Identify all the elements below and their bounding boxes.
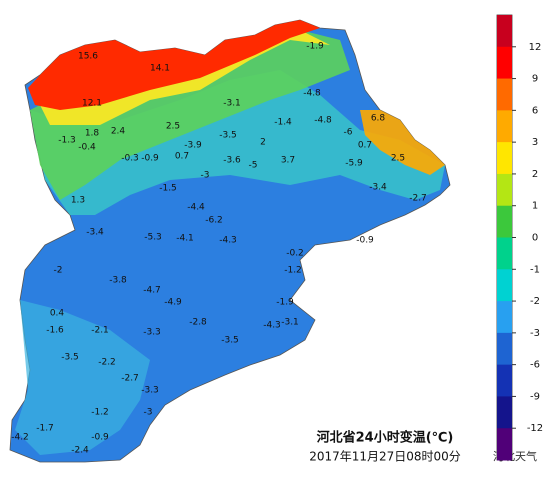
colorbar-label: 1 — [532, 201, 538, 212]
station-value: 2 — [260, 138, 266, 148]
station-value: 2.5 — [391, 154, 405, 164]
station-value: -4.1 — [176, 234, 194, 244]
station-value: -1.2 — [91, 408, 109, 418]
colorbar-band — [497, 15, 512, 48]
station-value: -3.4 — [86, 228, 104, 238]
colorbar-band — [497, 110, 512, 143]
station-value: -4.4 — [187, 203, 205, 213]
station-value: 0.4 — [50, 309, 65, 319]
station-value: 1.3 — [71, 196, 85, 206]
colorbar-band — [497, 301, 512, 334]
station-value: -4.7 — [143, 286, 161, 296]
colorbar-label: -12 — [527, 423, 543, 434]
station-value: 12.1 — [82, 99, 102, 109]
colorbar-band — [497, 269, 512, 302]
station-value: 14.1 — [150, 64, 170, 74]
colorbar-band — [497, 78, 512, 111]
station-value: -4.8 — [303, 89, 321, 99]
colorbar-band — [497, 428, 512, 461]
station-value: -1.6 — [46, 326, 64, 336]
station-value: -4.9 — [164, 298, 182, 308]
station-value: -5.9 — [345, 159, 363, 169]
station-value: -4.2 — [11, 433, 29, 443]
station-value: -3.1 — [281, 318, 299, 328]
station-value: -3.3 — [141, 386, 159, 396]
colorbar-label: 2 — [532, 169, 538, 180]
station-value: 0.7 — [175, 152, 189, 162]
station-value: -0.3 — [121, 154, 139, 164]
station-value: -2.8 — [189, 318, 207, 328]
station-value: -3 — [201, 171, 210, 181]
station-value: 1.8 — [85, 129, 100, 139]
colorbar-band — [497, 205, 512, 238]
south-cyan-zone — [15, 300, 150, 455]
station-value: -2.7 — [121, 374, 139, 384]
colorbar-band — [497, 396, 512, 429]
station-value: -2.2 — [98, 358, 116, 368]
colorbar-band — [497, 142, 512, 175]
station-value: -1.9 — [306, 42, 324, 52]
station-value: -6 — [344, 128, 353, 138]
station-value: -3.5 — [219, 131, 237, 141]
colorbar-label: 6 — [532, 105, 538, 116]
station-value: -0.4 — [78, 143, 96, 153]
green-zone — [30, 30, 350, 200]
station-value: -1.4 — [274, 118, 292, 128]
colorbar-band — [497, 364, 512, 397]
station-value: -3.3 — [143, 328, 161, 338]
station-value: -4.3 — [263, 321, 281, 331]
station-value: -5 — [249, 161, 258, 171]
station-value: 15.6 — [78, 52, 98, 62]
station-value: -1.7 — [36, 424, 54, 434]
station-value: -1.9 — [276, 298, 294, 308]
colorbar-label: 9 — [532, 74, 538, 85]
east-warm-zone — [360, 110, 445, 175]
station-value: -3.8 — [109, 276, 127, 286]
map-date: 2017年11月27日08时00分 — [309, 450, 461, 464]
station-value: -3.4 — [369, 183, 387, 193]
colorbar-band — [497, 332, 512, 366]
map-title: 河北省24小时变温(℃) — [317, 430, 454, 446]
station-value: 2.4 — [111, 127, 126, 137]
colorbar-label: 12 — [529, 42, 542, 53]
station-value: -1.2 — [284, 266, 302, 276]
station-value: 3.7 — [281, 156, 295, 166]
station-value: -0.2 — [286, 249, 304, 259]
station-value: -3.9 — [184, 141, 202, 151]
station-value: -6.2 — [205, 216, 223, 226]
colorbar-label: 0 — [532, 233, 538, 244]
station-value: -1.5 — [159, 184, 177, 194]
station-value: -3.5 — [221, 336, 239, 346]
colorbar-label: -3 — [530, 328, 540, 339]
station-value: -5.3 — [144, 233, 162, 243]
colorbar-band — [497, 173, 512, 207]
colorbar-label: 3 — [532, 137, 538, 148]
cyan-zone — [30, 70, 445, 215]
station-value: -2.7 — [409, 194, 427, 204]
station-value: -3 — [144, 408, 153, 418]
station-value: -3.1 — [223, 99, 241, 109]
station-value: -2 — [54, 266, 63, 276]
warm-zone — [28, 20, 320, 110]
station-value: 2.5 — [166, 122, 180, 132]
station-value: -0.9 — [141, 154, 159, 164]
station-value: -0.9 — [91, 433, 109, 443]
station-value: -3.5 — [61, 353, 79, 363]
station-value: -2.4 — [71, 446, 89, 456]
station-value: 0.7 — [358, 141, 372, 151]
colorbar-label: -1 — [530, 264, 540, 275]
station-value: -1.3 — [58, 136, 76, 146]
colorbar-label: -2 — [530, 296, 540, 307]
station-value: -4.8 — [314, 116, 332, 126]
station-value: -3.6 — [223, 156, 241, 166]
station-value: -2.1 — [91, 326, 109, 336]
station-value: 6.8 — [371, 114, 386, 124]
station-value: -4.3 — [219, 236, 237, 246]
colorbar-label: -9 — [530, 391, 540, 402]
colorbar-band — [497, 46, 512, 80]
station-value: -0.9 — [356, 236, 374, 246]
colorbar-band — [497, 237, 512, 270]
colorbar-label: -6 — [530, 360, 540, 371]
